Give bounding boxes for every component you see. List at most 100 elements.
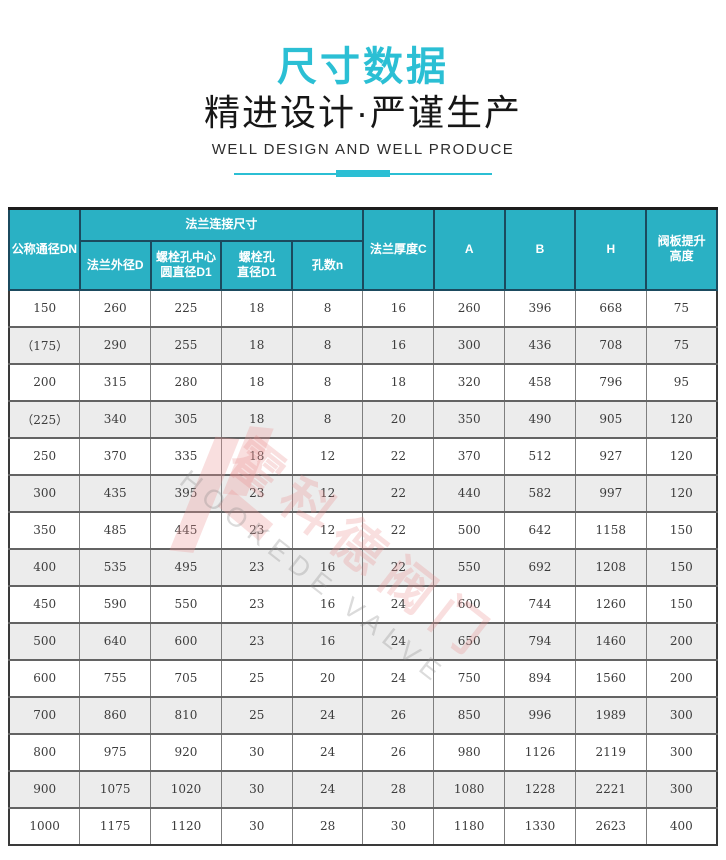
table-row: 150 260 225 18 8 16 260 396 668 75 xyxy=(8,288,718,327)
cell: 24 xyxy=(362,584,435,623)
cell: 18 xyxy=(220,325,293,364)
cell: 255 xyxy=(150,325,222,364)
cell: 200 xyxy=(645,658,718,697)
column-header-thickness-c: 法兰厚度C xyxy=(361,207,435,291)
cell: 12 xyxy=(291,436,364,475)
cell: 1330 xyxy=(504,806,576,845)
cell: 28 xyxy=(291,806,364,845)
cell: 750 xyxy=(433,658,506,697)
cell: 24 xyxy=(291,695,364,734)
cell: 905 xyxy=(574,399,647,438)
cell: 485 xyxy=(79,510,152,549)
cell: 18 xyxy=(220,399,293,438)
cell: 1126 xyxy=(504,732,576,771)
table-row: 900 1075 1020 30 24 28 1080 1228 2221 300 xyxy=(8,769,718,808)
table-row: 700 860 810 25 24 26 850 996 1989 300 xyxy=(8,695,718,734)
cell: 980 xyxy=(433,732,506,771)
cell: 796 xyxy=(574,362,647,401)
cell: 150 xyxy=(645,547,718,586)
cell: 28 xyxy=(362,769,435,808)
cell: 1208 xyxy=(574,547,647,586)
cell: 23 xyxy=(220,621,293,660)
cell: 600 xyxy=(433,584,506,623)
cell: 582 xyxy=(504,473,576,512)
cell: 30 xyxy=(220,732,293,771)
cell: 300 xyxy=(645,769,718,808)
column-header-bolt-hole-d1: 螺栓孔 直径D1 xyxy=(220,239,294,291)
table-row: 450 590 550 23 16 24 600 744 1260 150 xyxy=(8,584,718,623)
cell: 1000 xyxy=(8,806,81,845)
cell: 1460 xyxy=(574,621,647,660)
cell: 550 xyxy=(150,584,222,623)
cell: 290 xyxy=(79,325,152,364)
cell: 16 xyxy=(291,547,364,586)
cell: 396 xyxy=(504,288,576,327)
cell: 8 xyxy=(291,399,364,438)
header-row-1: 公称通径DN 法兰连接尺寸 法兰厚度C A B H 阀板提升 高度 xyxy=(8,207,718,291)
cell: 1175 xyxy=(79,806,152,845)
cell: 1989 xyxy=(574,695,647,734)
cell: 300 xyxy=(433,325,506,364)
cell: 30 xyxy=(220,806,293,845)
cell: 705 xyxy=(150,658,222,697)
cell: 1020 xyxy=(150,769,222,808)
cell: 300 xyxy=(8,473,81,512)
cell: 1075 xyxy=(79,769,152,808)
page-subtitle: 精进设计·严谨生产 xyxy=(204,92,522,133)
column-header-a: A xyxy=(432,207,506,291)
cell: 350 xyxy=(433,399,506,438)
cell: 18 xyxy=(220,436,293,475)
cell: 1560 xyxy=(574,658,647,697)
column-header-b: B xyxy=(503,207,577,291)
table-row: 400 535 495 23 16 22 550 692 1208 150 xyxy=(8,547,718,586)
cell: 305 xyxy=(150,399,222,438)
header-row-2: 法兰外径D 螺栓孔中心 圆直径D1 螺栓孔 直径D1 孔数n xyxy=(9,239,717,291)
cell: （225） xyxy=(8,399,81,438)
table-row: （225） 340 305 18 8 20 350 490 905 120 xyxy=(8,399,718,438)
table-row: 600 755 705 25 20 24 750 894 1560 200 xyxy=(8,658,718,697)
cell: 22 xyxy=(362,473,435,512)
cell: 350 xyxy=(8,510,81,549)
cell: 16 xyxy=(291,621,364,660)
cell: 120 xyxy=(645,436,718,475)
cell: 200 xyxy=(645,621,718,660)
cell: 340 xyxy=(79,399,152,438)
cell: 24 xyxy=(362,621,435,660)
cell: 810 xyxy=(150,695,222,734)
cell: 445 xyxy=(150,510,222,549)
cell: 490 xyxy=(504,399,576,438)
cell: 150 xyxy=(645,510,718,549)
cell: （175） xyxy=(8,325,81,364)
table-row: 800 975 920 30 24 26 980 1126 2119 300 xyxy=(8,732,718,771)
cell: 370 xyxy=(433,436,506,475)
cell: 25 xyxy=(220,658,293,697)
cell: 22 xyxy=(362,436,435,475)
cell: 335 xyxy=(150,436,222,475)
table-row: 200 315 280 18 8 18 320 458 796 95 xyxy=(8,362,718,401)
cell: 24 xyxy=(291,732,364,771)
cell: 1228 xyxy=(504,769,576,808)
column-header-lift-height: 阀板提升 高度 xyxy=(645,207,718,291)
column-header-dn: 公称通径DN xyxy=(8,207,81,291)
cell: 640 xyxy=(79,621,152,660)
cell: 8 xyxy=(291,362,364,401)
cell: 1158 xyxy=(574,510,647,549)
column-header-outer-d: 法兰外径D xyxy=(78,239,152,291)
table-row: （175） 290 255 18 8 16 300 436 708 75 xyxy=(8,325,718,364)
cell: 20 xyxy=(362,399,435,438)
cell: 200 xyxy=(8,362,81,401)
cell: 260 xyxy=(79,288,152,327)
cell: 260 xyxy=(433,288,506,327)
cell: 1260 xyxy=(574,584,647,623)
cell: 24 xyxy=(362,658,435,697)
cell: 18 xyxy=(220,362,293,401)
cell: 300 xyxy=(645,695,718,734)
cell: 860 xyxy=(79,695,152,734)
cell: 1120 xyxy=(150,806,222,845)
cell: 30 xyxy=(220,769,293,808)
cell: 26 xyxy=(362,695,435,734)
cell: 280 xyxy=(150,362,222,401)
column-group-header-flange: 法兰连接尺寸 xyxy=(78,207,364,242)
cell: 400 xyxy=(8,547,81,586)
cell: 300 xyxy=(645,732,718,771)
